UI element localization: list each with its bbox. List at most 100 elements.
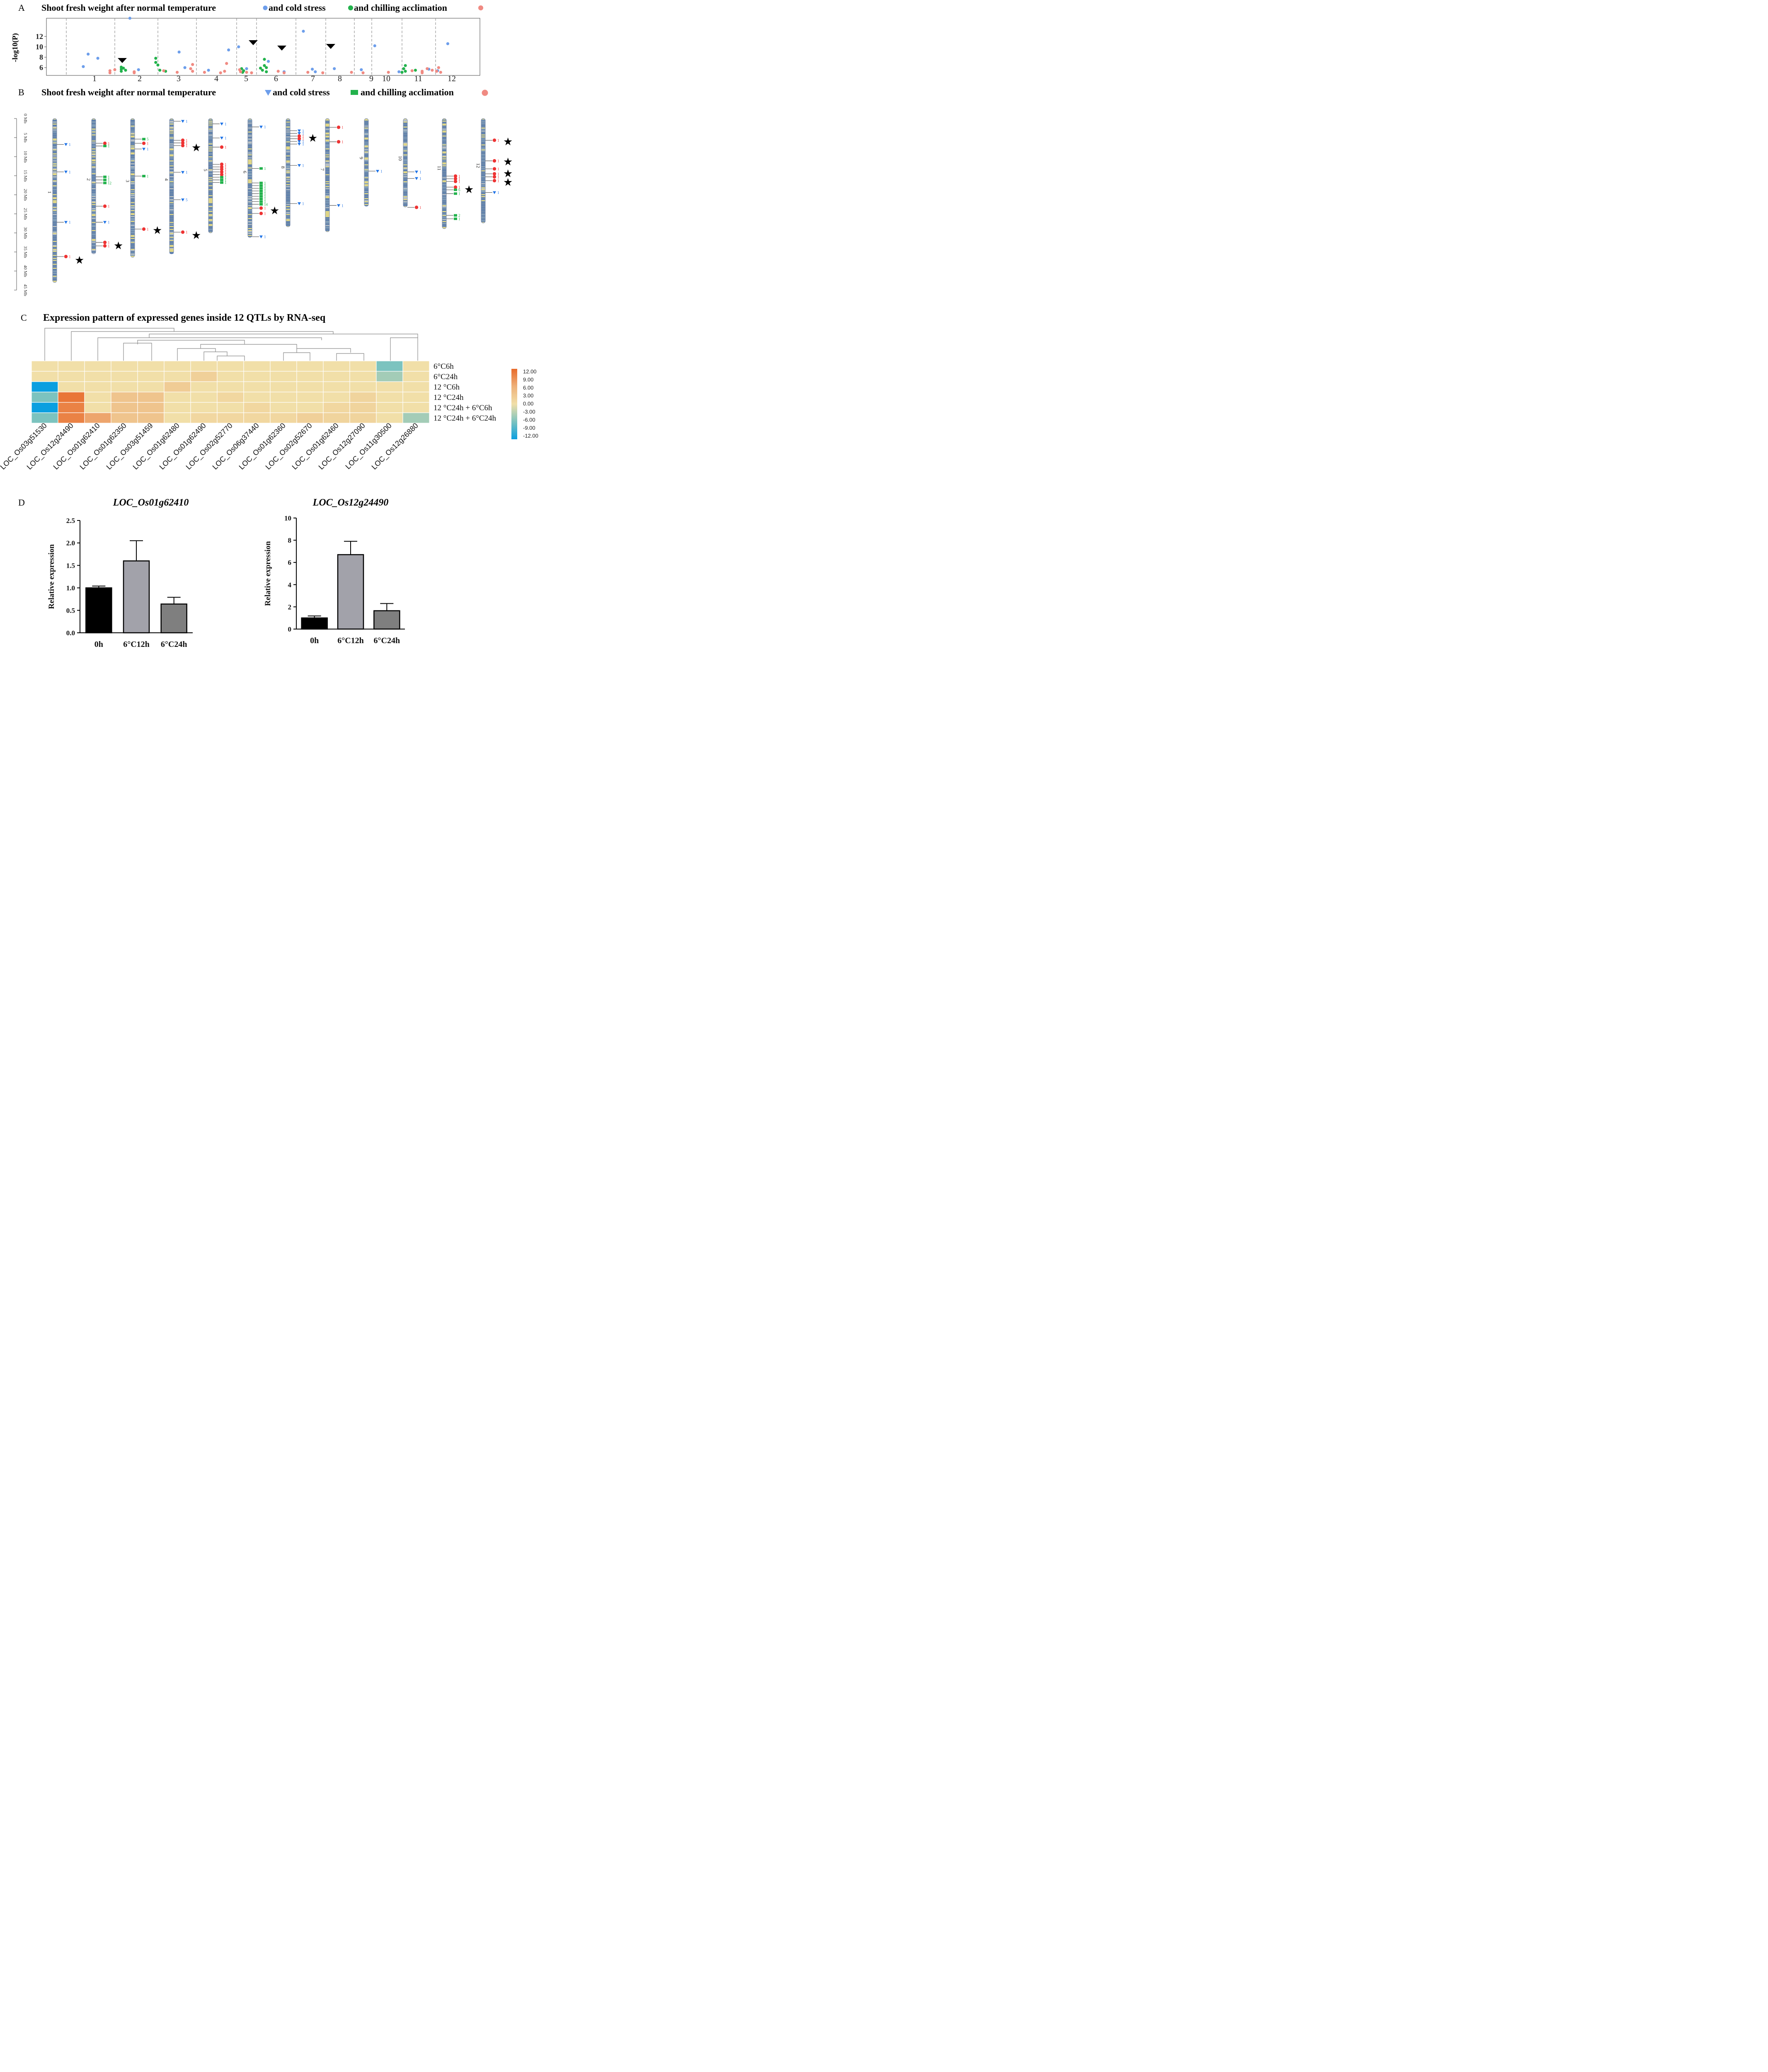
density-stripe: [92, 226, 96, 227]
density-stripe: [170, 157, 174, 158]
chromosome-body: [169, 118, 174, 254]
density-stripe: [131, 191, 135, 192]
triangle-marker: [326, 44, 335, 49]
density-stripe: [325, 140, 329, 141]
star-icon: ★: [464, 184, 474, 196]
density-stripe: [286, 225, 290, 226]
data-point: [133, 71, 136, 75]
heatmap-cell: [323, 412, 350, 424]
x-tick-label: 2: [138, 74, 142, 83]
density-stripe: [131, 214, 135, 215]
data-point: [154, 61, 157, 64]
qtl-marker-chill: [220, 162, 224, 166]
heatmap-cell: [376, 412, 403, 424]
density-stripe: [325, 126, 329, 128]
density-stripe: [208, 141, 213, 143]
qtl-marker-chill: [453, 177, 458, 181]
density-stripe: [481, 212, 485, 213]
heatmap-cell: [243, 402, 271, 413]
density-stripe: [403, 187, 407, 188]
density-stripe: [53, 276, 57, 277]
density-stripe: [481, 135, 485, 136]
qtl-count-label: 1: [186, 141, 188, 145]
data-point: [237, 45, 240, 48]
density-stripe: [170, 125, 174, 126]
qtl-marker-chill: [414, 206, 419, 209]
density-stripe: [248, 186, 252, 187]
density-stripe: [92, 241, 96, 242]
density-stripe: [53, 202, 57, 203]
density-stripe: [286, 187, 290, 188]
panel-b-letter: B: [18, 87, 24, 97]
density-stripe: [481, 133, 485, 135]
qtl-count-label: 1: [341, 140, 344, 144]
qtl-marker-chill: [103, 141, 107, 145]
density-stripe: [248, 218, 252, 219]
density-stripe: [131, 218, 135, 219]
y-axis-title: Relative expression: [264, 541, 272, 606]
density-stripe: [92, 231, 96, 232]
density-stripe: [208, 177, 213, 178]
density-stripe: [170, 203, 174, 204]
density-stripe: [131, 135, 135, 136]
density-stripe: [53, 186, 57, 187]
heatmap-cell: [84, 402, 111, 413]
heatmap-cell: [270, 371, 297, 382]
data-point: [410, 69, 414, 73]
density-stripe: [53, 280, 57, 281]
density-stripe: [170, 126, 174, 128]
density-stripe: [442, 215, 446, 216]
density-stripe: [325, 146, 329, 148]
density-stripe: [325, 152, 329, 153]
density-stripe: [325, 198, 329, 199]
density-stripe: [53, 203, 57, 204]
density-stripe: [403, 146, 407, 148]
density-stripe: [442, 206, 446, 207]
density-stripe: [248, 224, 252, 225]
heatmap-cell: [376, 392, 403, 403]
density-stripe: [92, 247, 96, 248]
density-stripe: [53, 180, 57, 181]
density-stripe: [364, 130, 368, 131]
density-stripe: [53, 209, 57, 210]
density-stripe: [442, 222, 446, 223]
density-stripe: [92, 252, 96, 253]
heatmap-cell: [164, 361, 191, 372]
scale-label: 15 Mb: [23, 169, 28, 182]
manhattan-ylabel: -log10(P): [11, 33, 19, 62]
density-stripe: [442, 200, 446, 201]
y-tick-label: 1.0: [66, 584, 75, 592]
density-stripe: [53, 232, 57, 233]
density-stripe: [170, 201, 174, 202]
data-point: [223, 70, 226, 73]
density-stripe: [53, 160, 57, 161]
qtl-marker-cold: [259, 189, 263, 192]
density-stripe: [481, 219, 485, 220]
density-stripe: [170, 145, 174, 146]
density-stripe: [92, 123, 96, 125]
density-stripe: [481, 196, 485, 197]
data-point: [439, 70, 442, 74]
density-stripe: [170, 150, 174, 151]
density-stripe: [481, 152, 485, 153]
density-stripe: [131, 133, 135, 135]
data-point: [162, 69, 165, 73]
density-stripe: [92, 236, 96, 237]
density-stripe: [92, 238, 96, 239]
qtl-count-label: 1: [264, 192, 266, 196]
density-stripe: [53, 257, 57, 258]
density-stripe: [325, 128, 329, 130]
qtl-count-label: 1: [69, 220, 71, 225]
density-stripe: [131, 205, 135, 206]
density-stripe: [325, 219, 329, 220]
qtl-count-label: 1: [108, 220, 110, 225]
density-stripe: [92, 209, 96, 210]
density-stripe: [442, 150, 446, 151]
density-stripe: [325, 202, 329, 203]
density-stripe: [53, 192, 57, 193]
density-stripe: [92, 224, 96, 225]
data-point: [397, 70, 401, 73]
data-point: [227, 48, 230, 52]
qtl-marker-chill: [142, 141, 146, 145]
